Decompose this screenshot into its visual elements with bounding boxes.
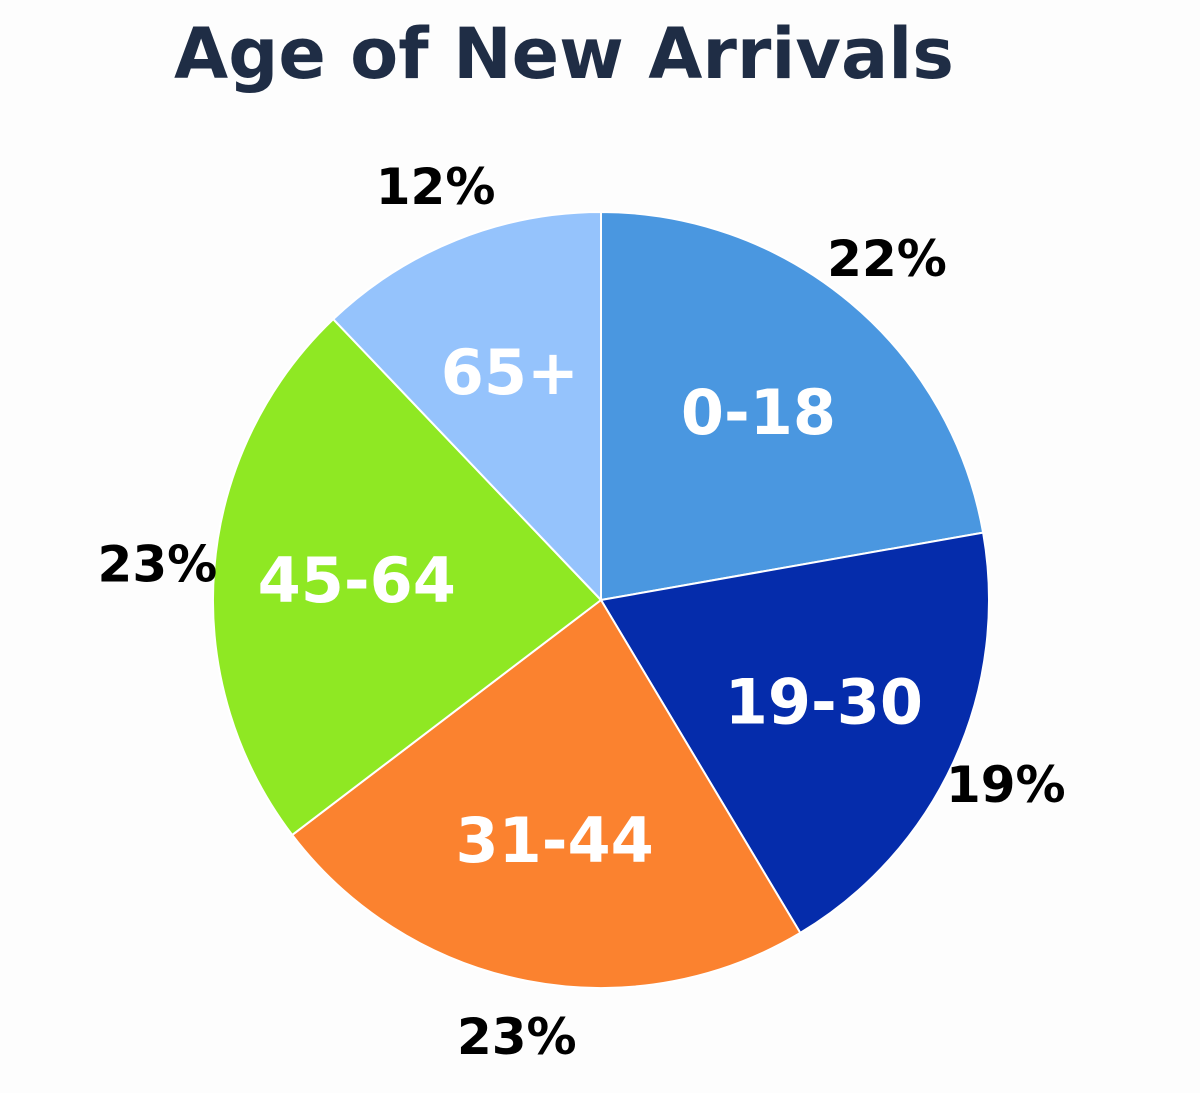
pie-slice-65 bbox=[331, 210, 602, 603]
slice-label-31-44: 31-44 bbox=[455, 804, 653, 877]
percentage-label-45-64: 23% bbox=[98, 536, 218, 594]
slice-label-0-18: 0-18 bbox=[681, 376, 836, 449]
chart-title: Age of New Arrivals bbox=[174, 13, 954, 95]
slice-labels: 0-18 19-30 31-44 45-64 65+ bbox=[258, 336, 923, 877]
slice-label-45-64: 45-64 bbox=[258, 544, 456, 617]
pie-slices bbox=[212, 210, 990, 990]
pie-slice-31-44 bbox=[290, 598, 802, 990]
slice-label-19-30: 19-30 bbox=[725, 665, 923, 738]
percentage-label-0-18: 22% bbox=[827, 230, 947, 288]
pie-slice-19-30 bbox=[599, 531, 990, 935]
percentage-label-31-44: 23% bbox=[457, 1008, 577, 1066]
percentage-label-65: 12% bbox=[376, 158, 496, 216]
pie-slice-0-18 bbox=[600, 210, 985, 602]
pie-slice-45-64 bbox=[212, 317, 603, 837]
percentage-label-19-30: 19% bbox=[946, 756, 1066, 814]
slice-label-65: 65+ bbox=[441, 336, 579, 409]
percentage-labels: 22% 19% 23% 23% 12% bbox=[98, 158, 1066, 1066]
